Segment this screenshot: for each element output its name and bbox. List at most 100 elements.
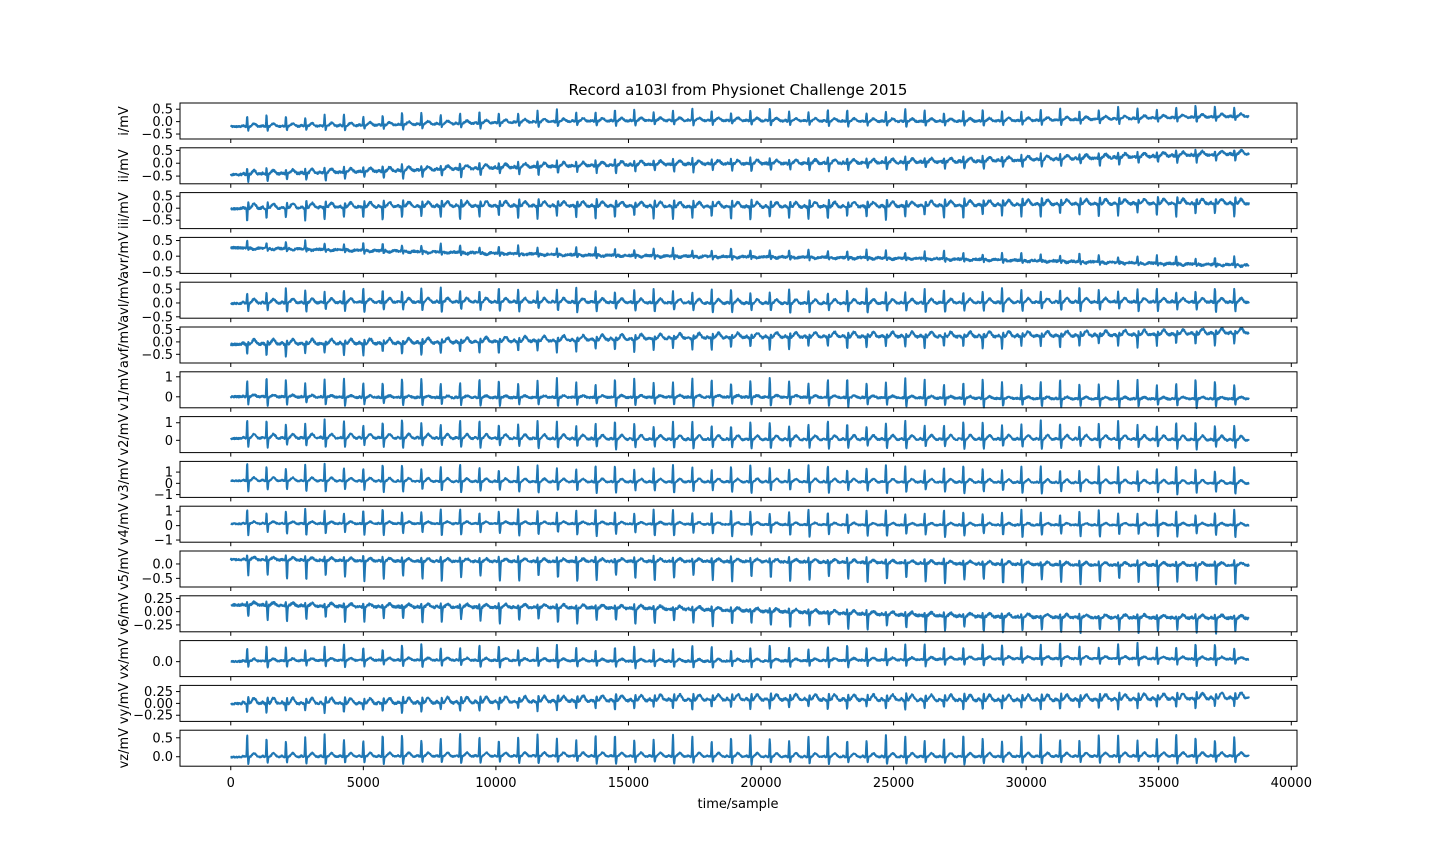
- y-axis-label: v6/mV: [117, 593, 132, 635]
- ecg-panel: −0.50.00.5 i/mV: [117, 102, 1298, 143]
- y-axis-label: iii/mV: [117, 192, 132, 229]
- y-tick-label: −0.5: [141, 348, 173, 363]
- panel-frame: [179, 505, 1298, 543]
- ecg-panel: −0.50.00.5 ii/mV: [117, 144, 1298, 188]
- y-tick-label: −1: [154, 534, 173, 549]
- ecg-panel: −101 v4/mV: [117, 503, 1298, 549]
- ecg-series-line: [230, 600, 1250, 635]
- y-tick-label: −0.5: [141, 572, 173, 587]
- ecg-panel: 0 1 v1/mV: [117, 369, 1298, 412]
- panel-frame: [179, 147, 1298, 185]
- panel-frame: [179, 281, 1298, 319]
- ecg-panel: −0.50.00.5 avf/mV: [117, 322, 1298, 368]
- y-tick-label: 1: [165, 505, 173, 520]
- panel-frame: [179, 729, 1298, 767]
- ecg-series-line: [230, 733, 1250, 766]
- y-tick-label: 0.0: [152, 655, 173, 670]
- y-tick-label: 0: [165, 434, 173, 449]
- panel-frame: [179, 595, 1298, 633]
- panel-frame: [179, 371, 1298, 409]
- y-tick-label: 0.5: [152, 190, 173, 205]
- y-tick-label: 1: [165, 466, 173, 481]
- x-tick-label: 20000: [740, 776, 781, 791]
- panel-frame: [179, 236, 1298, 274]
- y-tick-label: −0.25: [133, 618, 173, 633]
- y-tick-label: 0.0: [152, 750, 173, 765]
- x-tick-label: 35000: [1138, 776, 1179, 791]
- y-tick-label: 1: [165, 370, 173, 385]
- panel-frame: [179, 326, 1298, 364]
- ecg-series-line: [230, 286, 1250, 314]
- y-tick-label: 0.25: [144, 592, 173, 607]
- ecg-panel: 0.0 0.5 vz/mV: [117, 728, 1298, 771]
- y-tick-label: 0.0: [152, 557, 173, 572]
- y-axis-label: v2/mV: [117, 414, 132, 456]
- ecg-series-line: [230, 641, 1250, 670]
- ecg-series-line: [229, 326, 1250, 358]
- y-tick-label: −0.5: [141, 310, 173, 325]
- y-tick-label: 0.0: [152, 115, 173, 130]
- y-tick-label: 0.5: [152, 234, 173, 249]
- y-tick-label: −0.5: [141, 170, 173, 185]
- x-tick-label: 30000: [1005, 776, 1046, 791]
- y-axis-label: avr/mV: [117, 232, 132, 279]
- ecg-panel: −0.50.00.5 iii/mV: [117, 190, 1298, 233]
- x-tick-label: 5000: [347, 776, 380, 791]
- panel-frame: [179, 640, 1298, 678]
- y-tick-label: 0: [165, 519, 173, 534]
- y-tick-label: −1: [154, 488, 173, 503]
- y-tick-label: 1: [165, 416, 173, 431]
- ecg-series-line: [230, 462, 1250, 496]
- y-axis-label: i/mV: [117, 106, 132, 136]
- ecg-panel: −0.250.000.25 vy/mV: [117, 683, 1298, 726]
- y-axis-label: vz/mV: [117, 728, 132, 769]
- ecg-series-line: [230, 239, 1250, 269]
- y-tick-label: 0.5: [152, 103, 173, 118]
- x-axis-label: time/sample: [697, 797, 778, 812]
- ecg-series-line: [230, 196, 1250, 222]
- y-tick-label: 0: [165, 390, 173, 405]
- x-tick-label: 0: [227, 776, 235, 791]
- y-tick-label: 0.25: [144, 685, 173, 700]
- y-tick-label: 0.5: [152, 144, 173, 159]
- x-tick-label: 25000: [873, 776, 914, 791]
- ecg-series-line: [230, 507, 1250, 538]
- ecg-series-line: [229, 148, 1250, 183]
- ecg-panel: 0 1 v2/mV: [117, 414, 1298, 457]
- ecg-series-line: [229, 418, 1250, 451]
- y-tick-label: 0.0: [152, 157, 173, 172]
- y-tick-label: −0.5: [141, 128, 173, 143]
- y-tick-label: 0.00: [144, 697, 173, 712]
- y-axis-label: ii/mV: [117, 149, 132, 182]
- y-axis-label: v5/mV: [117, 548, 132, 590]
- y-axis-label: avl/mV: [117, 277, 132, 322]
- y-axis-label: vy/mV: [117, 683, 132, 724]
- y-tick-label: −0.5: [141, 214, 173, 229]
- y-tick-label: 0.0: [152, 335, 173, 350]
- ecg-panel: −101 v3/mV: [117, 458, 1298, 503]
- y-tick-label: 0.00: [144, 605, 173, 620]
- x-tick-label: 10000: [475, 776, 516, 791]
- y-tick-label: 0.5: [152, 283, 173, 298]
- ecg-panel: −0.250.000.25 v6/mV: [117, 592, 1298, 636]
- y-tick-label: 0.0: [152, 202, 173, 217]
- y-tick-label: 0.0: [152, 250, 173, 265]
- y-axis-label: vx/mV: [117, 638, 132, 679]
- x-axis: 0 5000 10000 15000 20000 25000 30000 35000 40000: [227, 776, 1312, 791]
- y-axis-label: v4/mV: [117, 503, 132, 545]
- ecg-panel: −0.50.0 v5/mV: [117, 548, 1298, 591]
- y-tick-label: 0: [165, 477, 173, 492]
- y-tick-label: −0.25: [133, 709, 173, 724]
- panel-frame: [179, 102, 1298, 140]
- x-tick-label: 15000: [608, 776, 649, 791]
- y-axis-label: avf/mV: [117, 322, 132, 368]
- panel-frame: [179, 550, 1298, 588]
- panel-frame: [179, 460, 1298, 498]
- y-axis-label: v3/mV: [117, 458, 132, 500]
- x-tick-label: 40000: [1271, 776, 1312, 791]
- ecg-series-line: [229, 554, 1250, 587]
- panel-frame: [179, 416, 1298, 454]
- ecg-panel: −0.50.00.5 avl/mV: [117, 277, 1298, 325]
- y-tick-label: 0.5: [152, 323, 173, 338]
